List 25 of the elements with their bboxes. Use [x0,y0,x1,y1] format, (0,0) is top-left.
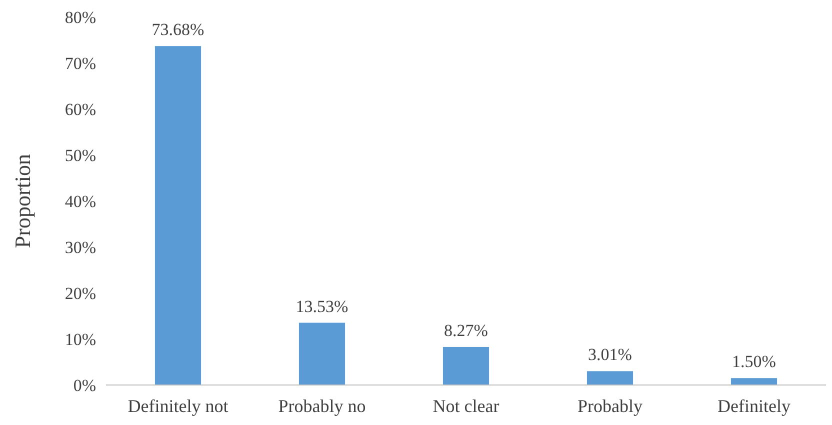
y-tick-label: 50% [64,146,96,165]
x-tick-label: Probably no [278,396,366,416]
x-tick-label: Not clear [432,396,500,416]
x-tick-label: Probably [578,396,642,416]
y-tick-label: 30% [64,238,96,257]
y-tick-label: 20% [64,284,96,303]
x-tick-label: Definitely [718,396,790,416]
y-tick-label: 10% [64,330,96,349]
bar [730,378,778,385]
data-label: 8.27% [444,320,488,340]
data-label: 13.53% [296,296,348,316]
data-label: 1.50% [732,352,776,372]
y-tick-label: 40% [64,192,96,211]
y-axis-title: Proportion [10,154,35,248]
bar [298,322,346,385]
data-label: 73.68% [152,20,204,40]
y-tick-label: 0% [73,376,96,395]
bar [442,346,490,385]
y-tick-label: 70% [64,54,96,73]
bar [586,371,634,385]
x-tick-label: Definitely not [128,396,228,416]
y-tick-label: 80% [64,8,96,27]
data-label: 3.01% [588,345,632,364]
bar [154,46,202,385]
y-tick-label: 60% [64,100,96,119]
